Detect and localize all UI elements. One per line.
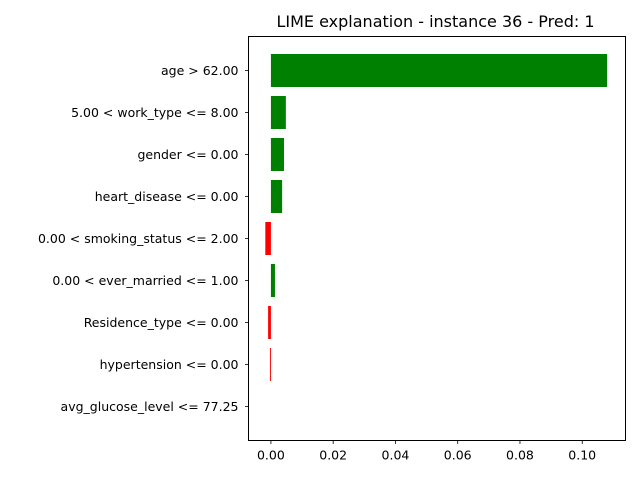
x-tick-label: 0.04: [382, 448, 410, 463]
bar: [269, 348, 271, 381]
y-tick-label: age > 62.00: [161, 63, 239, 78]
y-tick-label: gender <= 0.00: [137, 147, 238, 162]
x-tick-label: 0.10: [568, 448, 596, 463]
x-tick-label: 0.08: [506, 448, 534, 463]
y-tick-label: Residence_type <= 0.00: [84, 315, 239, 330]
bar: [268, 306, 271, 339]
plot-frame: [248, 36, 626, 441]
y-tick-label: 0.00 < ever_married <= 1.00: [52, 273, 238, 288]
y-tick-label: heart_disease <= 0.00: [95, 189, 239, 204]
y-tick-label: hypertension <= 0.00: [100, 357, 239, 372]
x-tick-label: 0.02: [319, 448, 347, 463]
bars-group: [265, 54, 608, 381]
x-tick-label: 0.06: [444, 448, 472, 463]
x-tick-label: 0.00: [257, 448, 285, 463]
bar: [265, 222, 271, 255]
bar: [270, 264, 275, 297]
bar: [270, 54, 608, 87]
y-tick-label: 5.00 < work_type <= 8.00: [71, 105, 238, 120]
y-axis: age > 62.00 5.00 < work_type <= 8.00 gende…: [38, 63, 249, 414]
bar: [270, 96, 286, 129]
y-tick-label: avg_glucose_level <= 77.25: [61, 399, 239, 414]
bar: [270, 138, 284, 171]
x-axis: 0.00 0.02 0.04 0.06 0.08 0.10: [257, 440, 596, 463]
y-tick-label: 0.00 < smoking_status <= 2.00: [38, 231, 239, 246]
bar: [270, 180, 283, 213]
chart-title: LIME explanation - instance 36 - Pred: 1: [276, 12, 594, 31]
